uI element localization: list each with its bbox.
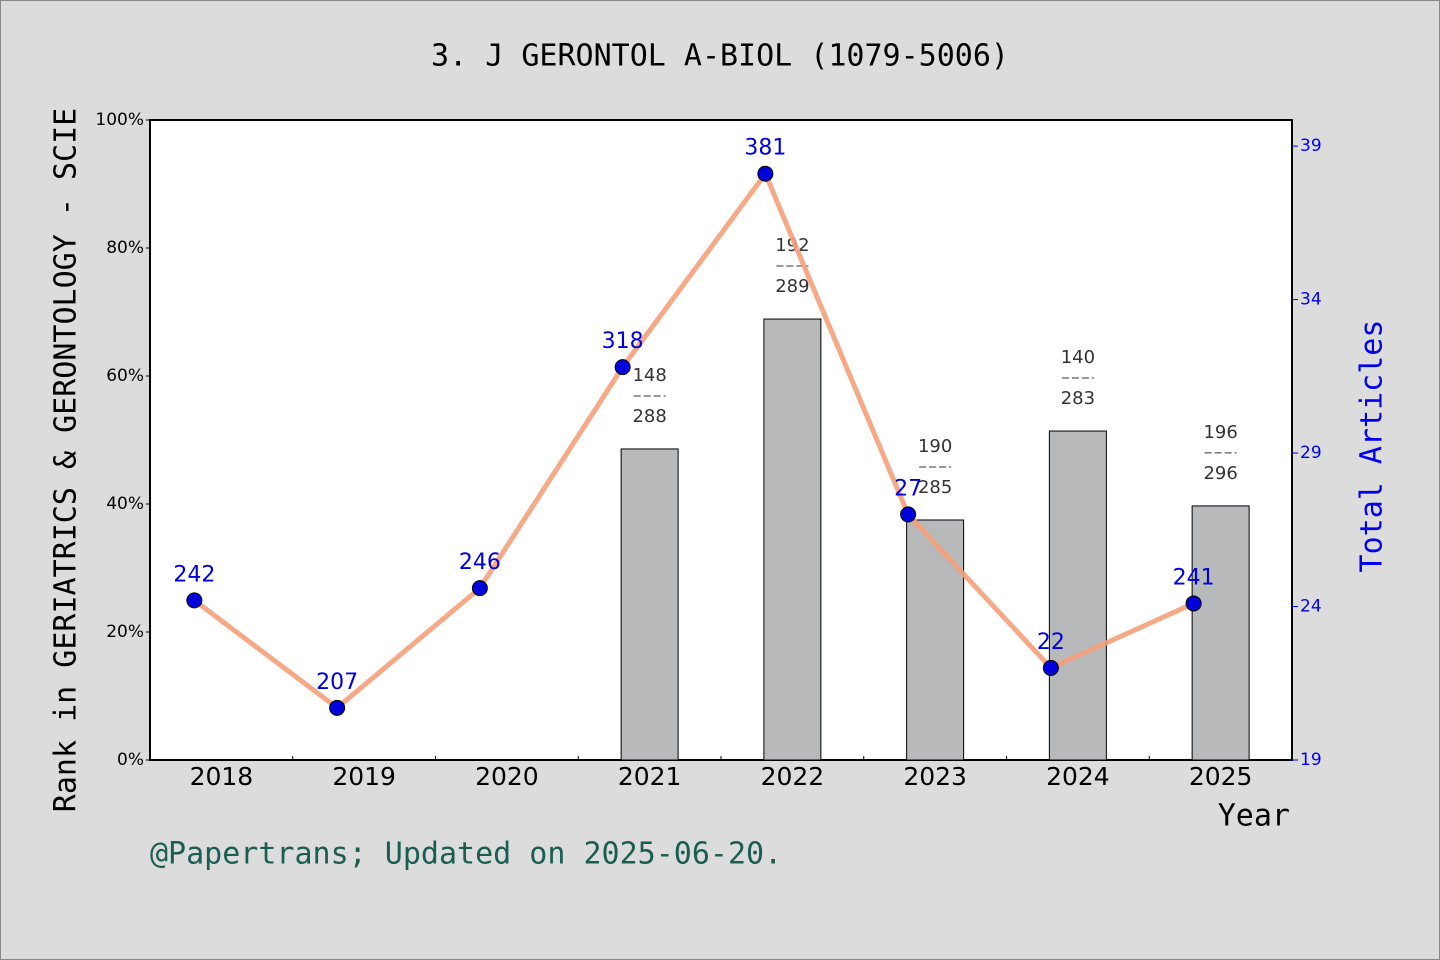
x-tick-label: 2019	[332, 762, 396, 791]
bar	[1048, 430, 1107, 761]
y2-tick-label: 34	[1300, 290, 1322, 310]
y2-tick-label: 29	[1300, 443, 1322, 463]
y-tick-label: 20%	[106, 622, 144, 642]
bar-rank-label: 196	[1203, 422, 1237, 443]
y-tick-label: 80%	[106, 238, 144, 258]
x-tick-label: 2023	[903, 762, 967, 791]
x-tick-label: 2021	[618, 762, 682, 791]
bar-rank-label: 148	[632, 365, 666, 386]
data-label: 22	[1037, 630, 1065, 655]
data-label: 27	[894, 476, 922, 501]
x-axis-label: Year	[1218, 799, 1290, 834]
line-marker	[186, 592, 203, 609]
footer: @Papertrans; Updated on 2025-06-20.	[150, 837, 782, 872]
y-tick-label: 60%	[106, 366, 144, 386]
line-marker	[329, 699, 346, 716]
bar-total-label: 285	[918, 477, 952, 498]
bar-rank-label: 190	[918, 436, 952, 457]
x-tick-label: 2024	[1046, 762, 1110, 791]
y2-tick-label: 19	[1300, 750, 1322, 770]
line	[192, 168, 1195, 712]
line-marker	[471, 580, 488, 597]
y-tick-label: 100%	[95, 110, 144, 130]
chart-title: 3. J GERONTOL A-BIOL (1079-5006)	[431, 39, 1009, 74]
bar	[1191, 505, 1250, 761]
y2-axis-label: Total Articles	[1355, 320, 1390, 573]
data-label: 207	[316, 670, 358, 695]
line-marker	[900, 506, 917, 523]
y-tick-label: 40%	[106, 494, 144, 514]
plot-area	[149, 119, 1293, 761]
data-label: 318	[602, 329, 644, 354]
data-label: 241	[1173, 565, 1215, 590]
y2-tick-label: 39	[1300, 136, 1322, 156]
line-marker	[757, 165, 774, 182]
y-tick-label: 0%	[117, 750, 144, 770]
data-label: 246	[459, 550, 501, 575]
x-tick-label: 2020	[475, 762, 539, 791]
x-tick-label: 2022	[761, 762, 825, 791]
bar	[906, 519, 965, 761]
bar	[620, 448, 679, 761]
y2-tick-label: 24	[1300, 597, 1322, 617]
line-marker	[1185, 595, 1202, 612]
bar-rank-label: 140	[1061, 347, 1095, 368]
bar-total-label: 289	[775, 276, 809, 297]
line-marker	[614, 359, 631, 376]
y-axis-label: Rank in GERIATRICS & GERONTOLOGY - SCIE	[49, 108, 84, 812]
bar-total-label: 296	[1203, 463, 1237, 484]
x-tick-label: 2018	[190, 762, 254, 791]
bar-rank-label: 192	[775, 235, 809, 256]
bar-total-label: 288	[632, 406, 666, 427]
bar-total-label: 283	[1061, 388, 1095, 409]
data-label: 242	[173, 562, 215, 587]
bar	[763, 318, 822, 761]
line-marker	[1042, 659, 1059, 676]
data-label: 381	[744, 136, 786, 161]
x-tick-label: 2025	[1189, 762, 1253, 791]
